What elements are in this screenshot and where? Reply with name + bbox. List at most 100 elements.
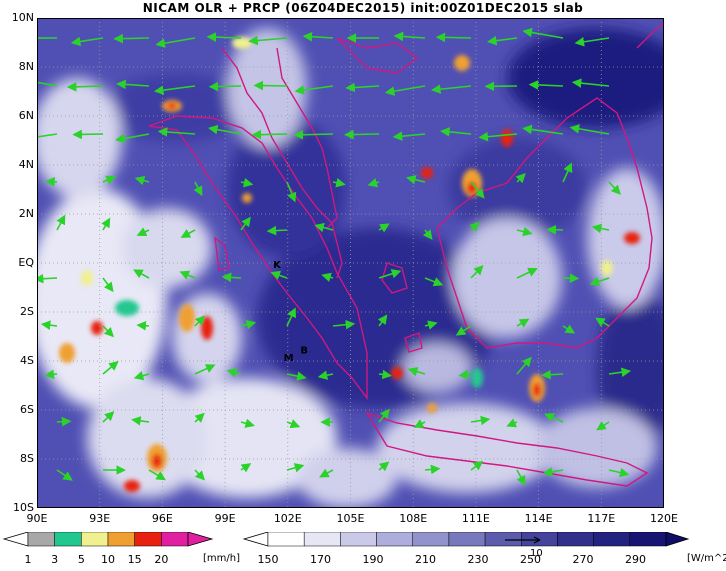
wind-arrow bbox=[136, 227, 150, 237]
olr-colorbar-swatch bbox=[340, 532, 377, 547]
wind-arrow bbox=[286, 307, 296, 327]
lon-tick-label: 93E bbox=[89, 512, 111, 525]
precip-unit: [mm/h] bbox=[203, 553, 240, 564]
wind-arrow bbox=[286, 371, 307, 381]
precip-colorbar-swatch bbox=[54, 532, 82, 547]
precip-colorbar bbox=[2, 532, 214, 547]
wind-arrow bbox=[37, 81, 58, 87]
wind-arrow bbox=[528, 80, 564, 90]
lon-tick-label: 102E bbox=[273, 512, 302, 525]
wind-arrow bbox=[595, 317, 610, 327]
malay-peninsula-coast bbox=[221, 47, 343, 279]
wind-arrow bbox=[253, 80, 288, 91]
reference-vector bbox=[505, 536, 541, 544]
wind-arrow bbox=[522, 124, 564, 135]
map-canvas: K MB bbox=[37, 18, 664, 508]
wind-arrow bbox=[413, 419, 426, 428]
wind-arrow bbox=[424, 320, 438, 330]
lat-tick-label: EQ bbox=[18, 256, 34, 269]
wind-arrow bbox=[608, 181, 621, 195]
wind-arrow bbox=[378, 223, 390, 233]
lat-tick-label: 6N bbox=[18, 109, 34, 122]
wind-arrow bbox=[56, 214, 66, 231]
olr-field bbox=[37, 18, 664, 508]
wind-arrow bbox=[134, 175, 150, 186]
wind-arrow bbox=[424, 464, 441, 475]
olr-colorbar bbox=[242, 532, 690, 547]
wind-arrow bbox=[44, 369, 58, 380]
lon-tick-label: 105E bbox=[336, 512, 365, 525]
wind-arrow bbox=[102, 277, 114, 293]
wind-arrow bbox=[506, 418, 518, 428]
wind-arrow bbox=[541, 369, 564, 380]
lon-tick-label: 90E bbox=[26, 512, 48, 525]
wind-arrow bbox=[345, 82, 380, 93]
wind-arrow bbox=[194, 315, 206, 327]
precip-colorbar-tick: 20 bbox=[154, 553, 169, 566]
wind-arrow bbox=[102, 411, 115, 423]
wind-arrow bbox=[522, 27, 564, 39]
wind-arrow bbox=[487, 35, 518, 46]
wind-arrow bbox=[113, 33, 150, 44]
wind-arrow bbox=[56, 469, 73, 481]
wind-arrow bbox=[574, 37, 610, 47]
wind-arrow bbox=[569, 124, 610, 135]
wind-arrow bbox=[180, 229, 196, 238]
lon-tick-label: 96E bbox=[151, 512, 173, 525]
precip-colorbar-swatch bbox=[161, 532, 189, 547]
wind-arrow bbox=[516, 469, 526, 486]
olr-colorbar-tick: 150 bbox=[257, 553, 279, 566]
olr-colorbar-swatch bbox=[267, 532, 305, 547]
wind-arrow bbox=[562, 273, 580, 284]
olr-colorbar-swatch bbox=[448, 532, 486, 547]
wind-arrow bbox=[478, 131, 518, 142]
olr-colorbar-swatch bbox=[629, 532, 667, 547]
wind-arrow bbox=[240, 177, 254, 188]
olr-colorbar-tick: 190 bbox=[362, 553, 384, 566]
wind-vectors bbox=[37, 27, 632, 486]
lat-tick-label: 8N bbox=[18, 60, 34, 73]
wind-arrow bbox=[332, 319, 356, 330]
wind-arrow bbox=[378, 408, 390, 423]
olr-colorbar-swatch bbox=[521, 532, 558, 547]
precip-colorbar-swatch bbox=[107, 532, 135, 547]
lon-tick-label: 120E bbox=[650, 512, 678, 525]
wind-arrow bbox=[133, 371, 150, 381]
site-marker-label: M bbox=[284, 353, 294, 364]
olr-colorbar-swatch bbox=[593, 532, 631, 547]
wind-arrow bbox=[431, 84, 472, 94]
wind-arrow bbox=[221, 272, 242, 283]
wind-arrow bbox=[302, 31, 334, 42]
wind-arrow bbox=[37, 133, 58, 138]
wind-arrow bbox=[608, 367, 632, 377]
wind-arrow bbox=[596, 421, 610, 431]
wind-arrow bbox=[208, 81, 242, 92]
sumatra-coast bbox=[148, 115, 368, 401]
wind-arrow bbox=[240, 216, 251, 231]
wind-arrow bbox=[515, 173, 526, 184]
lon-tick-label: 114E bbox=[524, 512, 553, 525]
wind-arrow bbox=[270, 270, 288, 280]
java-coast bbox=[365, 411, 649, 487]
wind-arrow bbox=[608, 467, 630, 478]
wind-arrow bbox=[153, 85, 196, 95]
wind-arrow bbox=[470, 415, 491, 426]
wind-arrow bbox=[179, 270, 196, 280]
wind-arrow bbox=[194, 364, 216, 375]
wind-arrow bbox=[542, 467, 564, 477]
wind-arrow bbox=[378, 461, 390, 472]
olr-colorbar-high-end bbox=[665, 532, 690, 547]
wind-arrow bbox=[66, 82, 104, 92]
wind-arrow bbox=[393, 31, 426, 42]
wind-arrow bbox=[344, 129, 380, 140]
wind-arrow bbox=[469, 221, 480, 232]
wind-arrow bbox=[40, 320, 58, 330]
map-frame bbox=[37, 18, 664, 508]
precip-colorbar-tick: 5 bbox=[77, 553, 85, 566]
wind-arrow bbox=[102, 175, 116, 185]
lon-tick-label: 108E bbox=[399, 512, 428, 525]
wind-arrow bbox=[102, 325, 115, 338]
wind-arrow bbox=[115, 133, 150, 144]
wind-arrow bbox=[455, 325, 472, 336]
precip-colorbar-tick: 15 bbox=[127, 553, 142, 566]
